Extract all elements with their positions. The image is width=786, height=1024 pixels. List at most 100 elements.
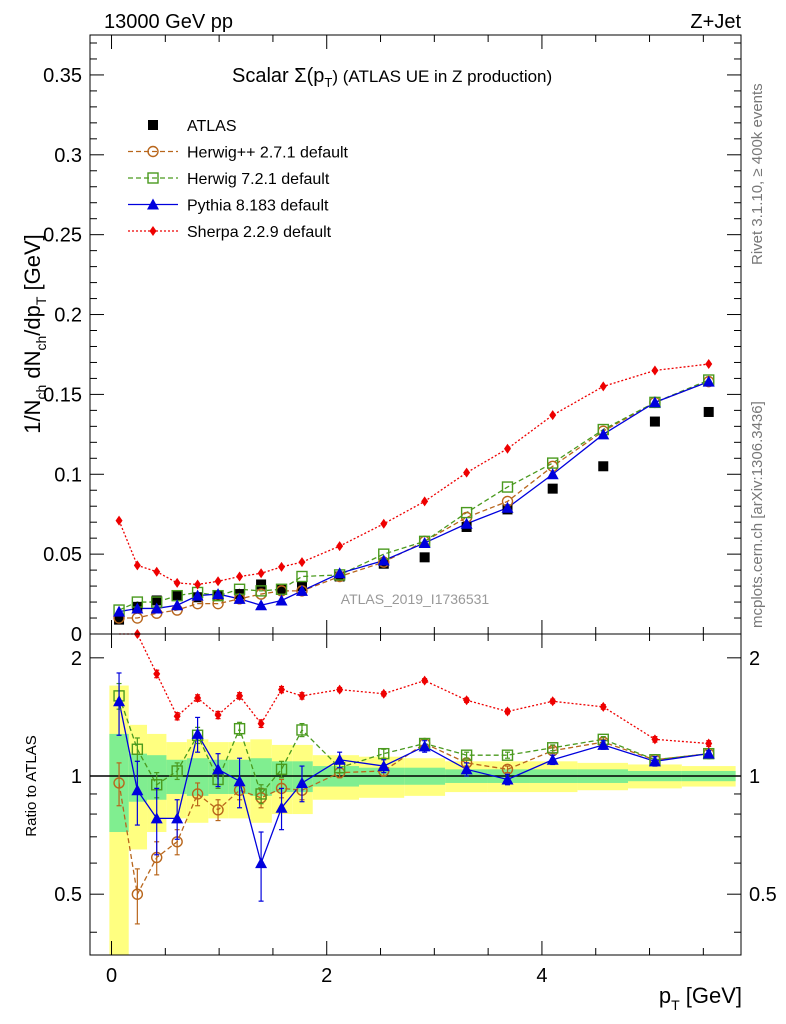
bottom-panel-frame: [89, 633, 742, 956]
pythia-8-183-default-point-ratio: [418, 740, 431, 752]
sherpa-2-2-9-default-point-top: [173, 577, 181, 588]
atlas-point-top: [649, 416, 660, 427]
pythia-8-183-default-point-ratio: [546, 753, 559, 765]
legend-marker-atlas: [148, 120, 158, 130]
herwig-7-2-1-default-point-ratio: [501, 749, 514, 761]
pythia-8-183-default-point-ratio: [150, 812, 163, 824]
herwig-7-2-1-default-point-ratio: [460, 749, 473, 761]
pythia-8-183-default-point-ratio: [377, 760, 390, 772]
x-axis-label: pT [GeV]: [659, 983, 742, 1013]
pythia-8-183-default-point-ratio: [255, 857, 268, 869]
pythia-8-183-default-point-top: [460, 517, 473, 529]
pythia-8-183-default-point-ratio: [333, 753, 346, 765]
atlas-point-top: [419, 552, 430, 563]
herwig-7-2-1-default-point-ratio: [233, 722, 246, 735]
analysis-id: ATLAS_2019_I1736531: [341, 591, 490, 607]
sherpa-2-2-9-default-point-top: [194, 579, 202, 590]
herwig-7-2-1-default-point-ratio: [131, 743, 144, 755]
legend: ATLAS Herwig++ 2.7.1 default Herwig 7.2.1 …: [128, 118, 349, 241]
series-markers: [113, 359, 715, 925]
herwig-7-2-1-default-point-top: [501, 481, 514, 493]
pythia-8-183-default-point-ratio: [460, 763, 473, 775]
sherpa-2-2-9-default-point-top: [153, 566, 161, 577]
pythia-8-183-default-point-top: [212, 588, 225, 600]
legend-marker-herwig-7-2-1-default: [147, 172, 159, 184]
pythia-8-183-default-point-ratio: [131, 784, 144, 796]
herwig-7-2-1-default-point-ratio: [378, 747, 390, 760]
pythia-8-183-default-point-top: [648, 396, 661, 408]
herwig-2-7-1-default-line-top: [119, 381, 709, 619]
herwig-7-2-1-default-point-top: [546, 457, 559, 469]
pythia-8-183-default-point-ratio: [212, 763, 225, 775]
sherpa-2-2-9-default-point-ratio: [421, 675, 429, 686]
y-tick-label-top: 0.05: [43, 544, 82, 566]
pythia-8-183-default-point-ratio: [295, 776, 308, 788]
pythia-8-183-default-point-ratio: [501, 773, 514, 785]
y-axis-label-bottom: Ratio to ATLAS: [23, 735, 40, 836]
pythia-8-183-default-point-top: [597, 428, 610, 440]
herwig-7-2-1-default-line-top: [118, 379, 709, 611]
y-tick-label-top: 0.2: [54, 305, 82, 327]
y-tick-label-bottom-left: 2: [71, 648, 82, 670]
y-tick-label-bottom-right: 0.5: [749, 884, 777, 906]
herwig-2-7-1-default-point-ratio: [131, 888, 144, 900]
herwig-2-7-1-default-point-ratio: [212, 804, 224, 816]
pythia-8-183-default-point-top: [113, 605, 126, 617]
sherpa-2-2-9-default-point-top: [257, 568, 265, 579]
pythia-8-183-default-point-top: [255, 599, 268, 611]
sherpa-2-2-9-default-point-ratio: [549, 696, 557, 707]
legend-label-sherpa-2-2-9-default: Sherpa 2.2.9 default: [187, 224, 332, 241]
sherpa-2-2-9-default-point-top: [651, 365, 659, 376]
pythia-8-183-default-point-ratio: [171, 812, 184, 824]
legend-label-atlas: ATLAS: [187, 118, 237, 135]
legend-label-herwig-7-2-1-default: Herwig 7.2.1 default: [187, 171, 330, 188]
pythia-8-183-default-line-top: [118, 381, 709, 613]
pythia-8-183-default-point-top: [171, 599, 184, 611]
pythia-8-183-default-point-top: [377, 554, 390, 566]
uncertainty-band-green: [186, 758, 209, 796]
sherpa-2-2-9-default-point-ratio: [463, 695, 471, 706]
chart-title: Scalar Σ(pT) (ATLAS UE in Z production): [232, 65, 552, 90]
sherpa-2-2-9-default-point-ratio: [173, 711, 181, 722]
sherpa-2-2-9-default-point-top: [115, 515, 123, 526]
x-tick-label: 2: [321, 965, 332, 987]
sherpa-2-2-9-default-point-ratio: [504, 706, 512, 717]
sherpa-2-2-9-default-point-top: [705, 359, 713, 370]
y-tick-label-bottom-right: 1: [749, 766, 760, 788]
legend-marker-herwig-2-7-1-default: [147, 145, 159, 158]
axis-ticks: [90, 35, 741, 955]
pythia-8-183-default-point-ratio: [233, 775, 246, 787]
sherpa-2-2-9-default-point-ratio: [380, 688, 388, 699]
mcplots-label: mcplots.cern.ch [arXiv:1306.3436]: [749, 401, 766, 628]
sherpa-2-2-9-default-point-ratio: [705, 738, 713, 749]
atlas-point-top: [256, 579, 267, 590]
y-tick-label-top: 0.25: [43, 225, 82, 247]
pythia-8-183-default-point-top: [131, 602, 144, 614]
atlas-point-top: [276, 584, 287, 595]
herwig-7-2-1-default-point-top: [275, 583, 288, 595]
pythia-8-183-default-point-ratio: [113, 695, 126, 707]
y-tick-label-top: 0.3: [54, 145, 82, 167]
pythia-8-183-default-point-ratio: [191, 727, 204, 739]
sherpa-2-2-9-default-point-top: [336, 541, 344, 552]
pythia-8-183-default-point-top: [418, 536, 431, 548]
sherpa-2-2-9-default-point-top: [549, 410, 557, 421]
pythia-8-183-default-point-top: [546, 468, 559, 480]
legend-marker-sherpa-2-2-9-default: [149, 226, 157, 236]
herwig-7-2-1-default-point-top: [296, 570, 308, 583]
y-tick-label-top: 0.35: [43, 65, 82, 87]
atlas-point-top: [172, 590, 183, 601]
sherpa-2-2-9-default-point-top: [133, 560, 141, 571]
atlas-point-top: [703, 406, 714, 417]
x-tick-label: 4: [536, 965, 547, 987]
pythia-8-183-default-point-top: [295, 584, 308, 596]
pythia-8-183-default-point-top: [191, 589, 204, 601]
herwig-2-7-1-default-point-ratio: [113, 777, 125, 789]
pythia-8-183-default-point-ratio: [275, 801, 288, 813]
header-energy: 13000 GeV pp: [104, 11, 233, 33]
sherpa-2-2-9-default-point-top: [214, 576, 222, 587]
atlas-point-top: [598, 461, 609, 472]
sherpa-2-2-9-default-point-top: [463, 467, 471, 478]
sherpa-2-2-9-default-line-ratio: [119, 633, 709, 745]
